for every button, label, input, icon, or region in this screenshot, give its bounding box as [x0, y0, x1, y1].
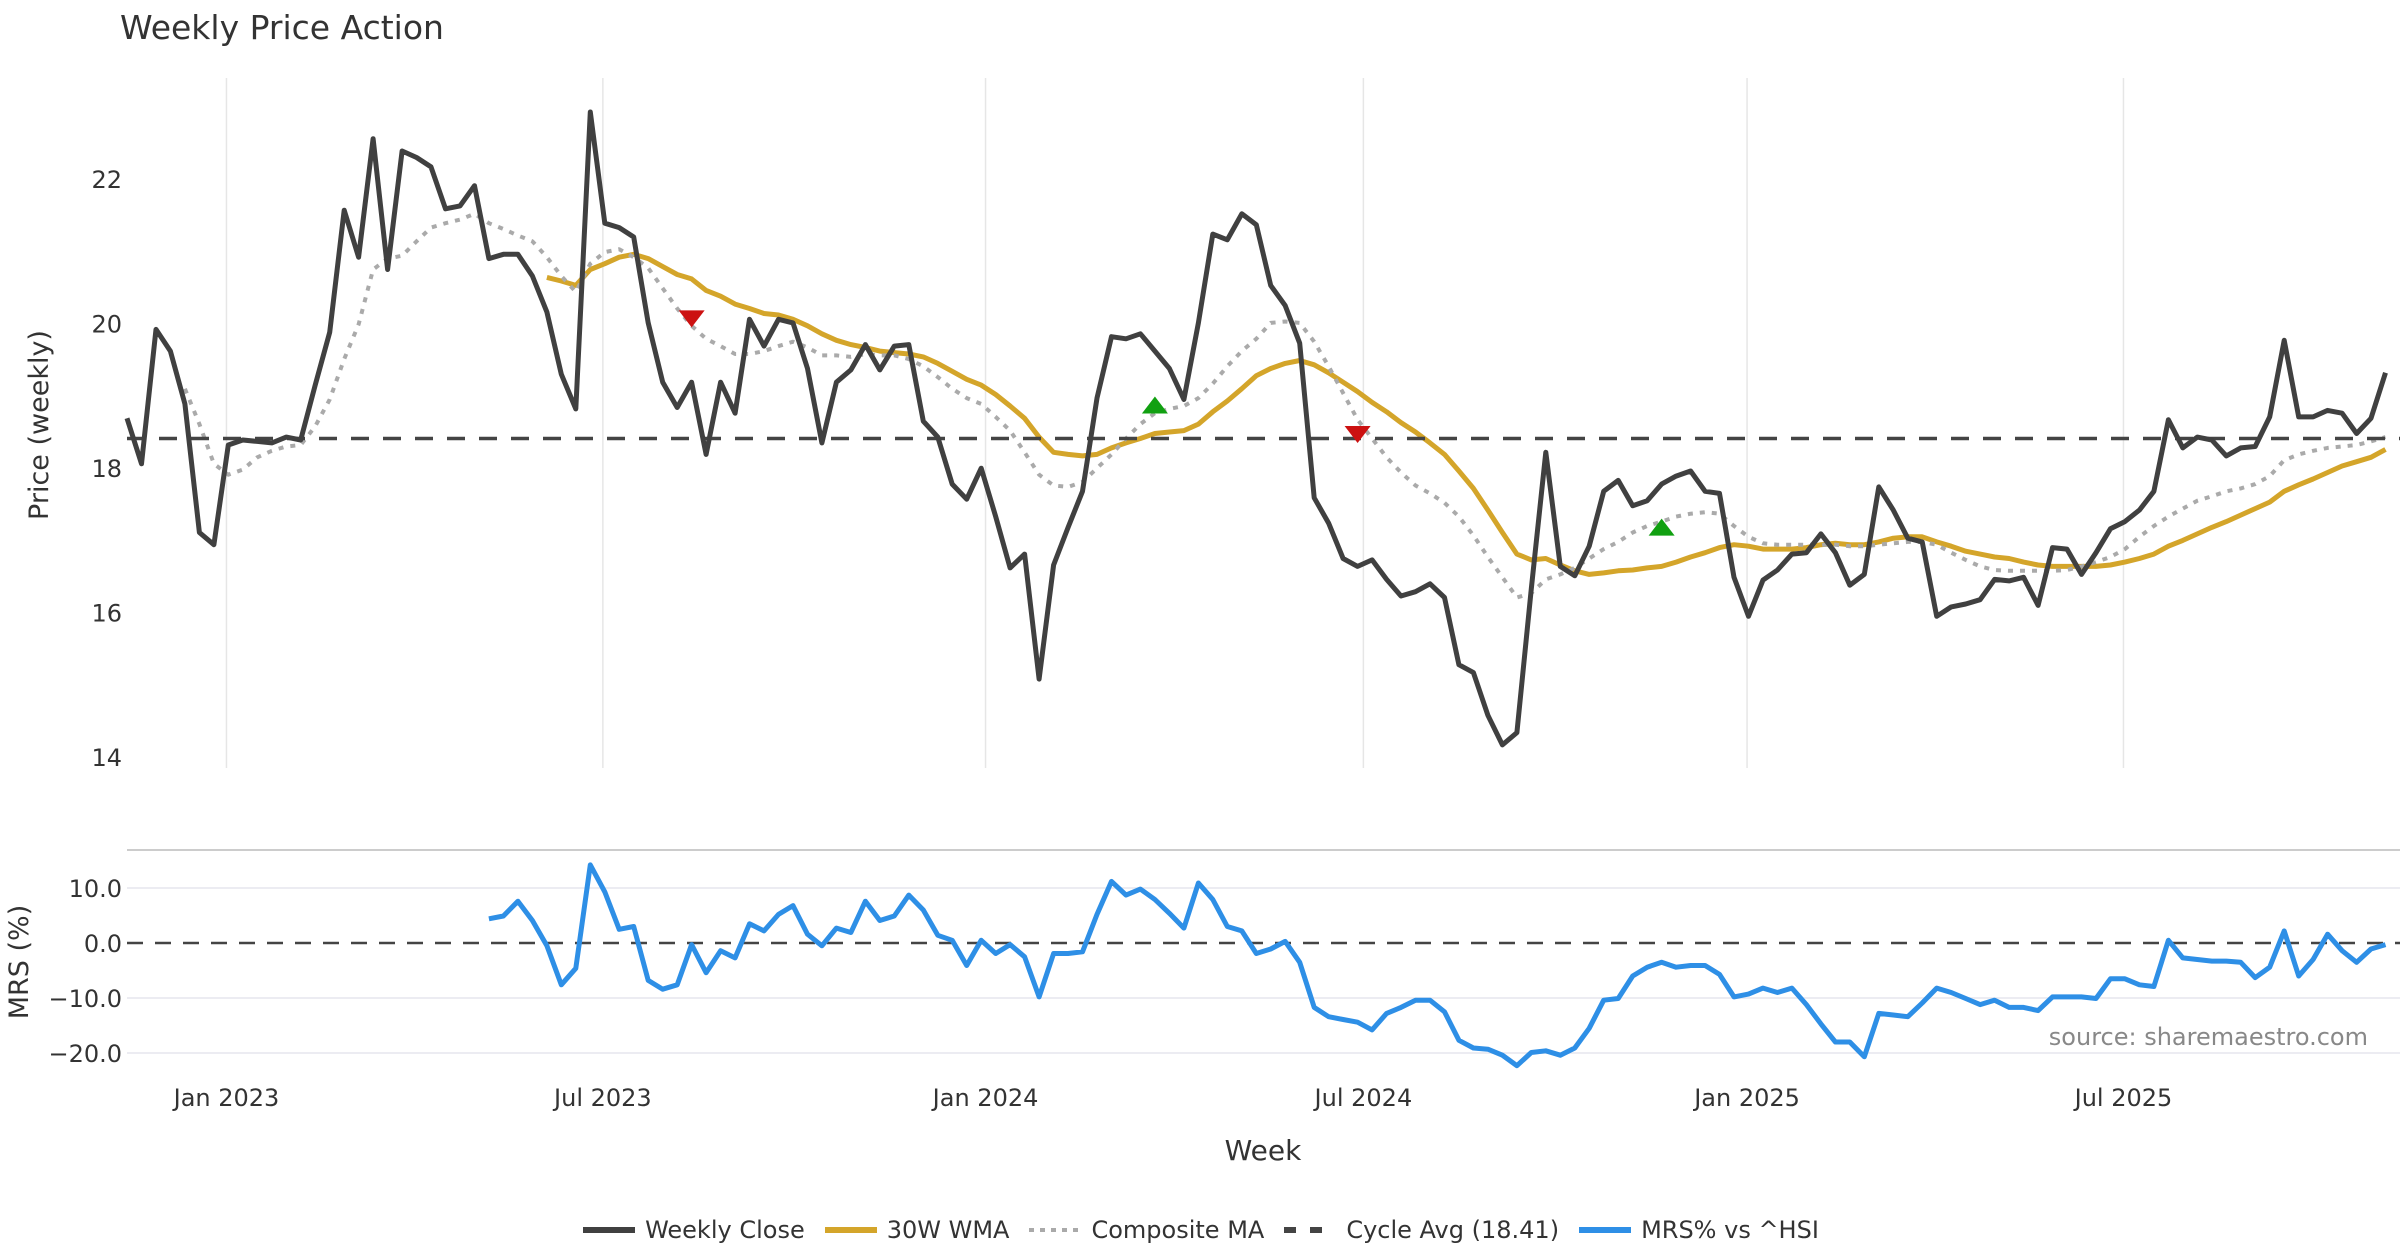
series-weekly-close-line — [124, 109, 2388, 748]
price-y-tick-label: 16 — [91, 600, 122, 628]
price-y-axis-label: Price (weekly) — [24, 330, 55, 520]
chart-title: Weekly Price Action — [120, 8, 444, 47]
legend-item[interactable]: Composite MA — [1027, 1210, 1264, 1250]
price-y-ticks: 14 16 18 20 22 — [91, 166, 122, 772]
buy-signal-marker — [1648, 518, 1675, 536]
price-grid — [225, 78, 2125, 768]
legend-swatch-icon — [1284, 1227, 1337, 1233]
mrs-y-ticks: 10.0 0.0 −10.0 −20.0 — [48, 875, 122, 1068]
series-composite-ma-line — [183, 211, 2387, 600]
mrs-y-tick-label: 0.0 — [84, 930, 122, 958]
legend-label: Weekly Close — [645, 1216, 805, 1244]
x-tick-label: Jul 2024 — [1313, 1084, 1413, 1112]
price-y-tick-label: 22 — [91, 166, 122, 194]
series-mrs-line — [488, 862, 2387, 1069]
legend-swatch-icon — [1579, 1227, 1632, 1233]
legend-item[interactable]: MRS% vs ^HSI — [1577, 1210, 1819, 1250]
legend-label: 30W WMA — [886, 1216, 1010, 1244]
x-tick-label: Jan 2025 — [1692, 1084, 1800, 1112]
x-tick-label: Jan 2024 — [931, 1084, 1039, 1112]
sell-signal-marker — [1344, 425, 1371, 443]
mrs-y-axis-label: MRS (%) — [4, 905, 35, 1020]
legend-item[interactable]: Weekly Close — [581, 1210, 805, 1250]
sell-signal-marker — [678, 310, 705, 328]
mrs-y-tick-label: −10.0 — [48, 985, 122, 1013]
mrs-grid — [127, 887, 2400, 1054]
price-lines — [124, 109, 2400, 748]
legend-item[interactable]: 30W WMA — [823, 1210, 1010, 1250]
x-tick-label: Jul 2023 — [552, 1084, 652, 1112]
price-y-tick-label: 14 — [91, 744, 122, 772]
x-ticks: Jan 2023 Jul 2023 Jan 2024 Jul 2024 Jan 2025… — [172, 1084, 2173, 1112]
legend-item[interactable]: Cycle Avg (18.41) — [1282, 1210, 1559, 1250]
legend-swatch-icon — [1029, 1228, 1082, 1232]
legend-swatch-icon — [824, 1227, 877, 1233]
mrs-y-tick-label: −20.0 — [48, 1040, 122, 1068]
mrs-lines — [488, 862, 2387, 1069]
legend-label: Composite MA — [1091, 1216, 1265, 1244]
source-annotation: source: sharemaestro.com — [2049, 1023, 2368, 1051]
legend: Weekly Close 30W WMA Composite MA Cycle Avg… — [0, 1210, 2400, 1250]
signal-markers — [678, 310, 1675, 536]
legend-label: Cycle Avg (18.41) — [1346, 1216, 1560, 1244]
x-tick-label: Jan 2023 — [172, 1084, 280, 1112]
x-tick-label: Jul 2025 — [2073, 1084, 2173, 1112]
legend-swatch-icon — [583, 1227, 636, 1233]
price-y-tick-label: 18 — [91, 455, 122, 483]
price-y-tick-label: 20 — [91, 311, 122, 339]
legend-label: MRS% vs ^HSI — [1641, 1216, 1819, 1244]
buy-signal-marker — [1141, 396, 1168, 414]
x-axis-label: Week — [1225, 1134, 1302, 1167]
mrs-y-tick-label: 10.0 — [69, 875, 122, 903]
